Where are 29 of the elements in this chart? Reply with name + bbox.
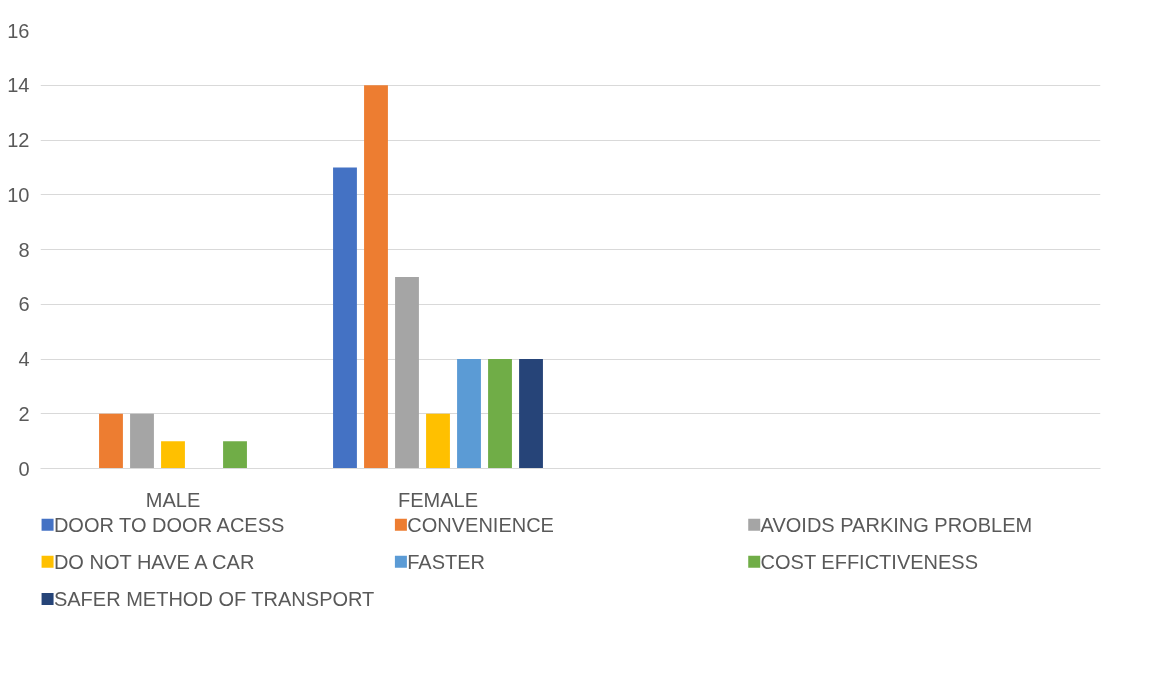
bar [488,359,512,469]
legend-label: SAFER METHOD OF TRANSPORT [53,587,375,610]
y-tick-label: 8 [18,238,30,261]
legend-label: DO NOT HAVE A CAR [53,550,255,573]
bar [130,413,154,469]
y-tick-label: 6 [18,293,30,316]
x-tick-label: MALE [145,488,201,511]
y-tick-label: 16 [7,19,30,42]
bar [395,276,419,469]
legend-label: FASTER [407,550,486,573]
legend-label: COST EFFICTIVENESS [760,550,979,573]
legend-label: CONVENIENCE [407,513,554,536]
y-tick-label: 14 [7,74,30,97]
legend-label: AVOIDS PARKING PROBLEM [760,513,1033,536]
x-tick-label: FEMALE [397,488,479,511]
bar [223,441,247,469]
y-tick-label: 0 [18,457,30,480]
legend-label: DOOR TO DOOR ACESS [53,513,285,536]
y-tick-label: 10 [7,183,30,206]
bar [333,167,357,469]
y-tick-label: 2 [18,402,30,425]
bar [519,359,543,469]
bar [161,441,185,469]
bar [364,85,388,469]
y-tick-label: 4 [18,348,30,370]
bar [426,413,450,469]
bar [457,359,481,469]
bar [99,413,123,469]
y-tick-label: 12 [7,129,30,151]
